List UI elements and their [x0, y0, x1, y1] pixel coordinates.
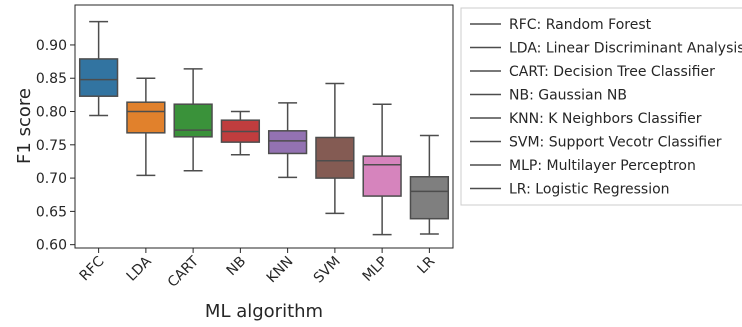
x-tick-label: LDA — [124, 253, 155, 284]
legend-label: SVM: Support Vecotr Classifier — [509, 135, 722, 151]
y-tick-label: 0.65 — [36, 204, 67, 220]
legend-label: CART: Decision Tree Classifier — [509, 64, 715, 80]
box-rfc — [78, 20, 119, 117]
legend-item: NB: Gaussian NB — [470, 88, 627, 104]
box-body — [173, 103, 213, 138]
legend-item: LDA: Linear Discriminant Analysis — [470, 41, 742, 57]
box-body — [267, 130, 308, 155]
box-group — [78, 20, 450, 236]
legend-label: LDA: Linear Discriminant Analysis — [509, 41, 742, 57]
x-tick-label: KNN — [264, 254, 297, 287]
legend-item: SVM: Support Vecotr Classifier — [470, 135, 722, 151]
legend: RFC: Random Forest LDA: Linear Discrimina… — [470, 17, 742, 198]
box-body — [362, 155, 402, 197]
box-svm — [315, 82, 355, 215]
box-body — [78, 58, 119, 97]
box-cart — [173, 68, 213, 172]
legend-frame — [460, 7, 742, 206]
y-axis-ticks: 0.60 0.65 0.70 0.75 0.80 0.85 0.90 — [36, 38, 75, 254]
y-tick-label: 0.60 — [36, 238, 67, 254]
box-body — [315, 136, 355, 179]
box-lda — [126, 77, 166, 177]
legend-item: KNN: K Neighbors Classifier — [470, 111, 702, 127]
x-tick-label: LR — [414, 253, 438, 277]
x-tick-label: CART — [165, 253, 203, 291]
legend-item: MLP: Multilayer Perceptron — [470, 158, 696, 174]
legend-item: RFC: Random Forest — [470, 17, 652, 33]
box-lr — [409, 134, 450, 235]
x-tick-label: RFC — [77, 253, 108, 284]
legend-item: CART: Decision Tree Classifier — [470, 64, 715, 80]
y-tick-label: 0.75 — [36, 138, 67, 154]
legend-label: KNN: K Neighbors Classifier — [509, 111, 702, 127]
y-tick-label: 0.85 — [36, 71, 67, 87]
y-axis-title: F1 score — [14, 88, 35, 164]
legend-label: RFC: Random Forest — [509, 17, 652, 33]
legend-label: NB: Gaussian NB — [509, 88, 627, 104]
y-tick-label: 0.80 — [36, 105, 67, 121]
y-tick-label: 0.90 — [36, 38, 67, 54]
box-body — [126, 101, 166, 134]
x-tick-label: MLP — [360, 254, 391, 285]
box-mlp — [362, 103, 402, 236]
x-tick-label: NB — [224, 254, 250, 280]
box-body — [409, 176, 450, 220]
x-axis-title: ML algorithm — [205, 301, 323, 322]
x-tick-label: SVM — [311, 254, 344, 287]
y-tick-label: 0.70 — [36, 171, 67, 187]
legend-label: MLP: Multilayer Perceptron — [509, 158, 696, 174]
legend-item: LR: Logistic Regression — [470, 182, 670, 198]
legend-label: LR: Logistic Regression — [509, 182, 670, 198]
x-axis-ticks: RFC LDA CART NB KNN SVM MLP LR — [77, 248, 438, 291]
box-nb — [220, 110, 261, 156]
box-knn — [267, 102, 308, 179]
